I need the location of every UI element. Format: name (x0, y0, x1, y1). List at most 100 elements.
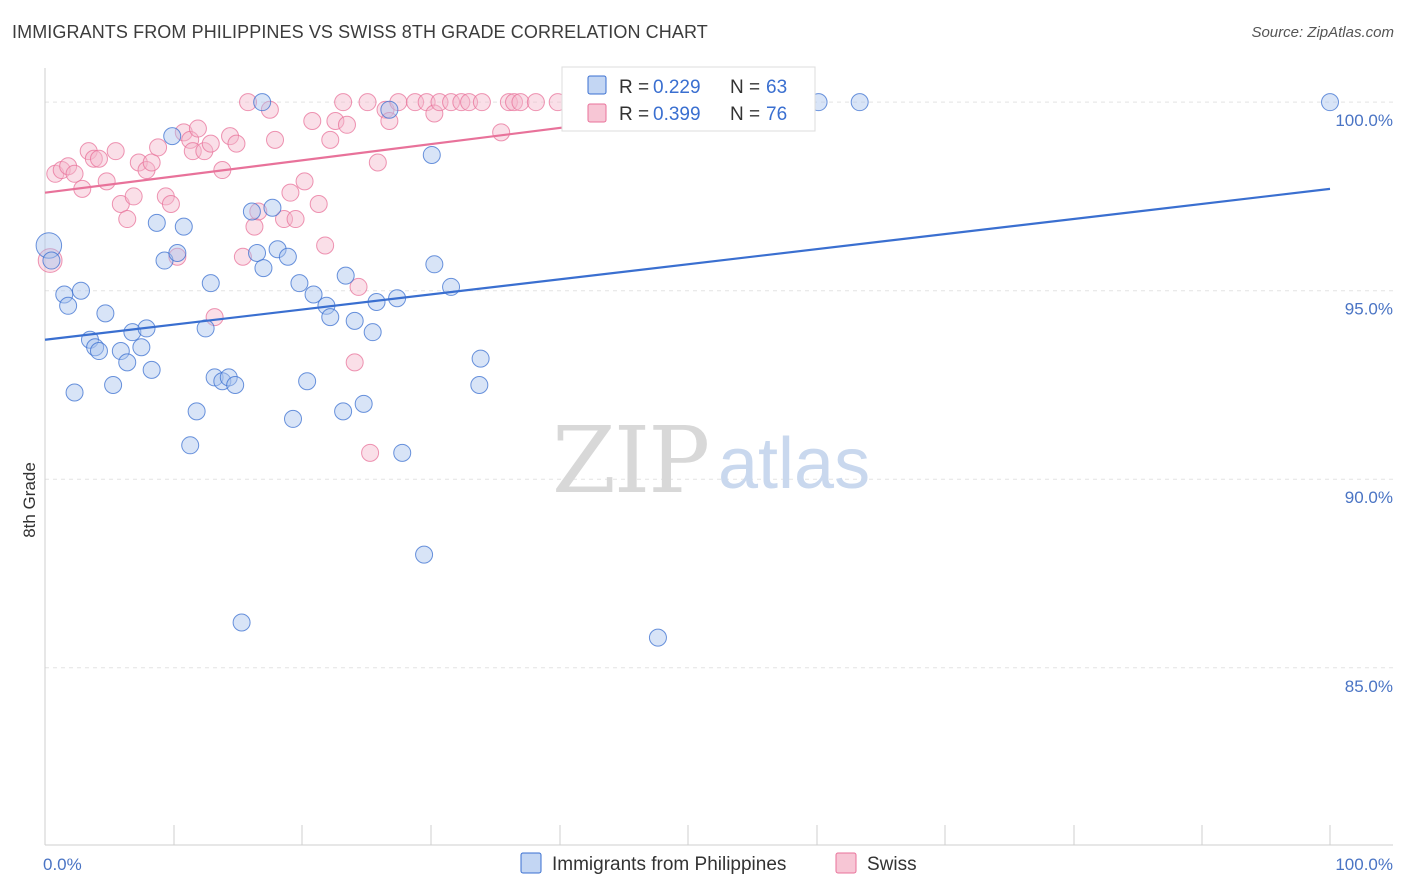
philippines-point (334, 402, 353, 421)
philippines-points (35, 93, 1339, 647)
swiss-point (89, 149, 108, 168)
philippines-point (111, 342, 130, 361)
swiss-point (326, 112, 345, 131)
philippines-point (278, 247, 297, 266)
swiss-point (334, 93, 353, 112)
x-tick-label-end: 100.0% (1335, 855, 1393, 874)
philippines-point (268, 240, 287, 259)
philippines-trend-line (44, 187, 1331, 341)
philippines-point (471, 349, 490, 368)
philippines-point (142, 360, 161, 379)
bottom-legend-label-swiss: Swiss (867, 854, 917, 875)
swiss-point (84, 149, 103, 168)
philippines-point (232, 613, 251, 632)
philippines-point (181, 436, 200, 455)
philippines-point (96, 304, 115, 323)
swiss-point (97, 172, 116, 191)
philippines-point (226, 375, 245, 394)
philippines-point (380, 100, 399, 119)
swiss-point (37, 248, 63, 273)
legend-swatch-philippines (587, 75, 607, 95)
swiss-point (349, 277, 368, 296)
swiss-point (345, 353, 364, 372)
swiss-point (266, 130, 285, 149)
swiss-point (472, 93, 491, 112)
philippines-point (174, 217, 193, 236)
philippines-point (263, 198, 282, 217)
swiss-point (188, 119, 207, 138)
philippines-point (42, 251, 61, 270)
philippines-point (248, 243, 267, 262)
swiss-point (195, 142, 214, 161)
swiss-point (337, 115, 356, 134)
legend-r-label-1: R = (619, 77, 649, 98)
philippines-point (187, 402, 206, 421)
philippines-point (422, 145, 441, 164)
axes (44, 68, 1393, 846)
legend-n-label-1: N = (730, 77, 760, 98)
swiss-point (142, 153, 161, 172)
philippines-point (89, 342, 108, 361)
philippines-point (132, 338, 151, 357)
swiss-point (260, 100, 279, 119)
swiss-point (303, 112, 322, 131)
swiss-point (245, 217, 264, 236)
philippines-point (336, 266, 355, 285)
legend-r-value-2: 0.399 (653, 104, 701, 125)
watermark-atlas: atlas (718, 424, 870, 504)
swiss-point (59, 157, 78, 176)
philippines-point (321, 308, 340, 327)
swiss-point (316, 236, 335, 255)
swiss-point (201, 134, 220, 153)
philippines-point (1321, 93, 1339, 112)
philippines-point (168, 243, 187, 262)
watermark-zip: ZIP (552, 407, 708, 514)
x-tick-labels: 0.0% 100.0% (43, 855, 1393, 874)
legend-r-label-2: R = (619, 104, 649, 125)
swiss-point (368, 153, 387, 172)
swiss-point (281, 183, 300, 202)
philippines-point (65, 383, 84, 402)
legend-r-value-1: 0.229 (653, 77, 701, 98)
swiss-point (286, 210, 305, 229)
swiss-point (124, 187, 143, 206)
bottom-legend-swatch-swiss (835, 852, 857, 874)
swiss-point (118, 210, 137, 229)
swiss-point (511, 93, 530, 112)
swiss-point (358, 93, 377, 112)
philippines-point (850, 93, 869, 112)
philippines-point (415, 545, 434, 564)
y-tick-label: 95.0% (1345, 300, 1393, 319)
swiss-point (425, 104, 444, 123)
philippines-point (219, 368, 238, 387)
philippines-point (304, 285, 323, 304)
philippines-point (55, 285, 74, 304)
swiss-point (249, 202, 268, 221)
swiss-point (149, 138, 168, 157)
legend-n-value-1: 63 (766, 77, 787, 98)
philippines-point (363, 323, 382, 342)
swiss-point (505, 93, 524, 112)
philippines-point (163, 127, 182, 146)
swiss-point (65, 164, 84, 183)
swiss-point (442, 93, 461, 112)
philippines-point (354, 394, 373, 413)
legend-swatch-swiss (587, 103, 607, 123)
source-label: Source: ZipAtlas.com (1251, 24, 1394, 41)
y-tick-labels: 100.0% 95.0% 90.0% 85.0% (1335, 111, 1393, 696)
y-tick-label: 85.0% (1345, 677, 1393, 696)
philippines-point (71, 281, 90, 300)
philippines-point (345, 311, 364, 330)
philippines-point (393, 443, 412, 462)
swiss-point (239, 93, 258, 112)
philippines-point (648, 628, 667, 647)
legend-n-value-2: 76 (766, 104, 787, 125)
philippines-point (35, 232, 63, 259)
y-tick-label: 100.0% (1335, 111, 1393, 130)
philippines-point (470, 375, 489, 394)
swiss-point (129, 153, 148, 172)
philippines-point (59, 296, 78, 315)
chart-title: IMMIGRANTS FROM PHILIPPINES VS SWISS 8TH… (12, 22, 708, 42)
x-tick-label-start: 0.0% (43, 855, 82, 874)
